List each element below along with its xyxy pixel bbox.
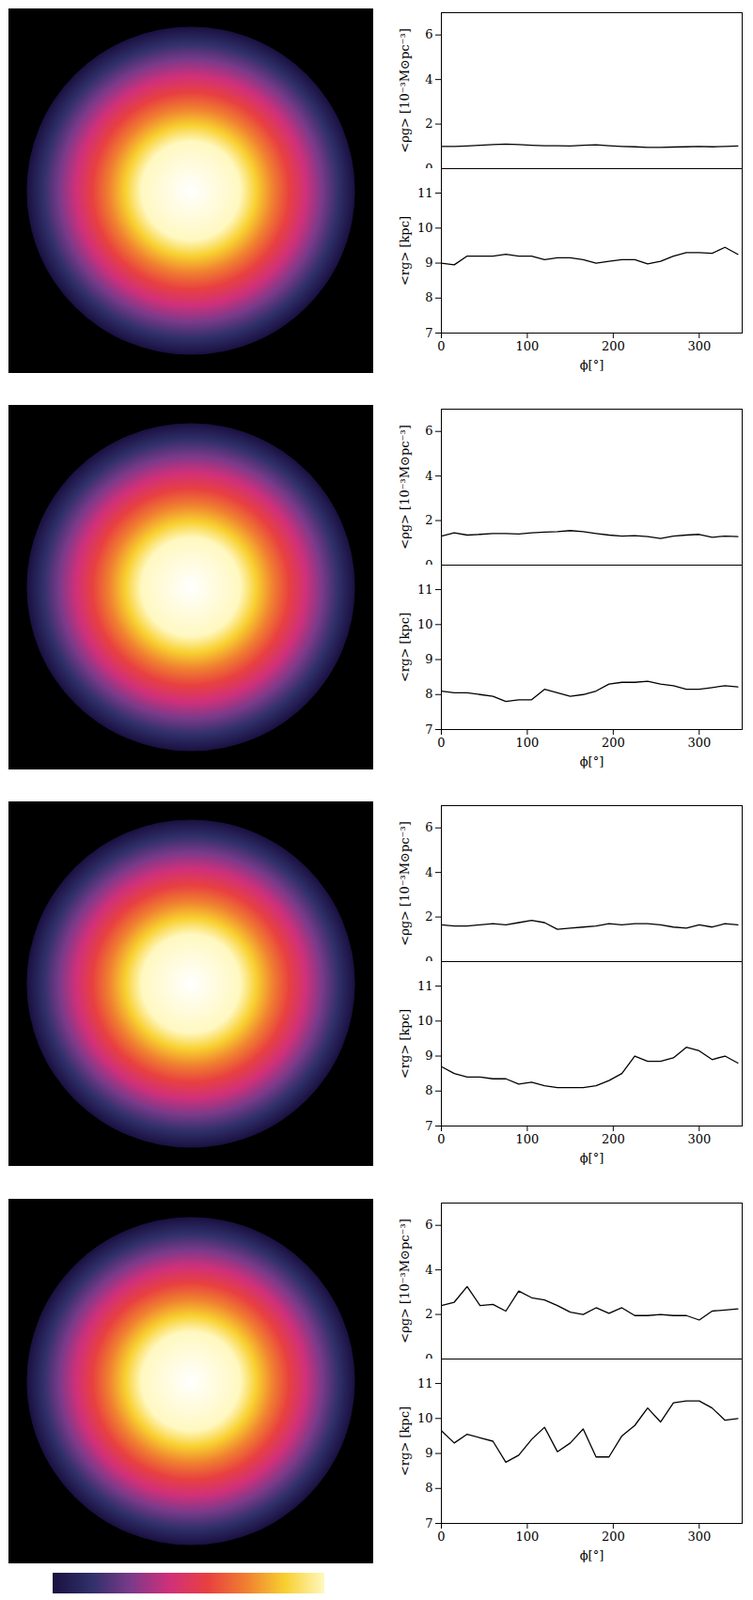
svg-text:4: 4 [424,865,433,880]
svg-text:6: 6 [424,423,433,439]
svg-text:300: 300 [687,1132,711,1147]
svg-text:8: 8 [424,1083,433,1099]
svg-text:100: 100 [516,736,540,751]
svg-text:200: 200 [601,1530,626,1545]
svg-text:7: 7 [424,326,433,341]
svg-text:9: 9 [424,255,433,270]
svg-text:ϕ[°]: ϕ[°] [580,358,605,373]
svg-text:0: 0 [424,161,433,169]
svg-text:0: 0 [437,339,445,354]
svg-text:10: 10 [417,1411,434,1427]
svg-text:<ρg> [10⁻³M⊙pc⁻³]: <ρg> [10⁻³M⊙pc⁻³] [397,821,412,947]
svg-text:2: 2 [424,909,433,925]
svg-text:11: 11 [417,582,434,597]
svg-text:2: 2 [424,116,433,131]
svg-text:4: 4 [424,72,433,87]
svg-text:0: 0 [437,1132,445,1147]
svg-text:0: 0 [424,1352,433,1360]
svg-text:0: 0 [437,1530,445,1545]
svg-text:10: 10 [417,220,434,236]
svg-text:8: 8 [424,687,433,702]
svg-text:<rg> [kpc]: <rg> [kpc] [397,1407,412,1477]
svg-text:11: 11 [417,186,434,201]
svg-text:200: 200 [601,1132,626,1147]
svg-text:8: 8 [424,1481,433,1496]
svg-text:ϕ[°]: ϕ[°] [580,754,605,769]
svg-text:<rg> [kpc]: <rg> [kpc] [397,1009,412,1080]
svg-text:200: 200 [601,339,626,354]
svg-text:2: 2 [424,1307,433,1322]
svg-text:100: 100 [516,1132,540,1147]
svg-text:ϕ[°]: ϕ[°] [580,1151,605,1166]
svg-text:7: 7 [424,1119,433,1134]
svg-text:7: 7 [424,722,433,738]
svg-text:300: 300 [687,736,711,751]
svg-text:6: 6 [424,1218,433,1233]
svg-text:4: 4 [424,1263,433,1278]
svg-text:100: 100 [516,339,540,354]
svg-text:100: 100 [516,1530,540,1545]
svg-text:10: 10 [417,617,434,632]
svg-text:11: 11 [417,1377,434,1392]
svg-text:ϕ[°]: ϕ[°] [580,1549,605,1564]
svg-text:6: 6 [424,820,433,835]
svg-text:0: 0 [437,736,445,751]
svg-text:9: 9 [424,1049,433,1064]
svg-text:9: 9 [424,652,433,667]
svg-text:0: 0 [424,955,433,962]
svg-text:2: 2 [424,513,433,528]
svg-text:<rg> [kpc]: <rg> [kpc] [397,612,412,683]
svg-text:300: 300 [687,339,711,354]
svg-text:0: 0 [424,558,433,565]
svg-text:200: 200 [601,736,626,751]
svg-text:<ρg> [10⁻³M⊙pc⁻³]: <ρg> [10⁻³M⊙pc⁻³] [397,1219,412,1345]
svg-text:<ρg> [10⁻³M⊙pc⁻³]: <ρg> [10⁻³M⊙pc⁻³] [397,424,412,550]
svg-text:7: 7 [424,1517,433,1532]
svg-text:6: 6 [424,27,433,42]
svg-text:8: 8 [424,290,433,305]
svg-text:<ρg> [10⁻³M⊙pc⁻³]: <ρg> [10⁻³M⊙pc⁻³] [397,28,412,154]
svg-text:11: 11 [417,979,434,994]
svg-text:4: 4 [424,469,433,484]
svg-text:300: 300 [687,1530,711,1545]
svg-text:10: 10 [417,1014,434,1029]
svg-text:<rg> [kpc]: <rg> [kpc] [397,216,412,286]
svg-text:9: 9 [424,1446,433,1461]
